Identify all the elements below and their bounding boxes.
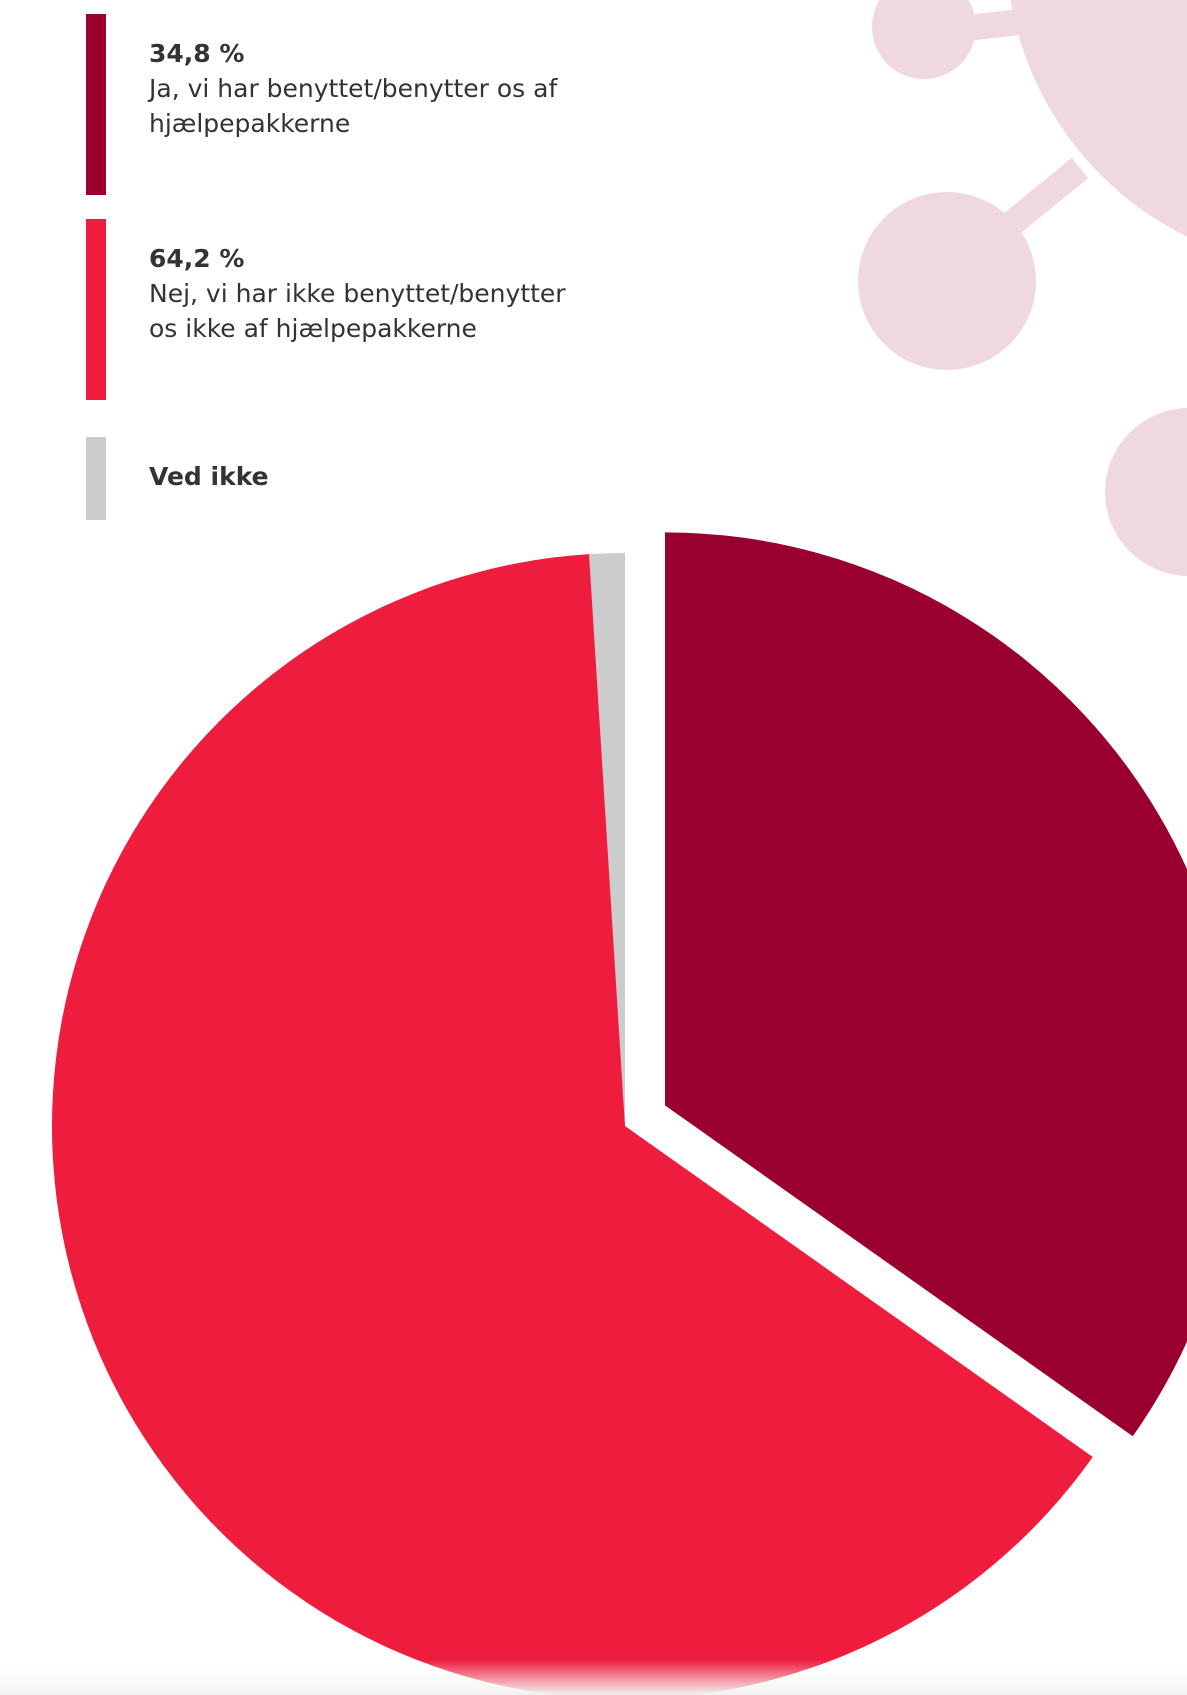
legend-swatch [86,437,106,520]
legend-value: 64,2 % [149,244,245,273]
legend-label: Ja, vi har benyttet/benytter os af hjælp… [149,74,558,138]
legend-item: 34,8 % Ja, vi har benyttet/benytter os af… [86,14,606,195]
legend-item: Ved ikke [86,437,606,520]
legend-value: 34,8 % [149,39,245,68]
legend-text: Ved ikke [149,459,589,494]
legend-swatch [86,14,106,195]
pie [52,532,1187,1695]
bottom-fade [0,1660,1187,1695]
pie-slice [664,532,1187,1437]
legend-label: Ved ikke [149,462,269,491]
legend-swatch [86,219,106,400]
legend-item: 64,2 % Nej, vi har ikke benyttet/benytter… [86,219,606,400]
legend-text: 64,2 % Nej, vi har ikke benyttet/benytter… [149,241,589,346]
legend-text: 34,8 % Ja, vi har benyttet/benytter os af… [149,36,589,141]
legend-label: Nej, vi har ikke benyttet/benytter os ik… [149,279,566,343]
pie-slice [589,553,625,1126]
pie-slice [52,554,1093,1695]
decoration [858,0,1187,576]
